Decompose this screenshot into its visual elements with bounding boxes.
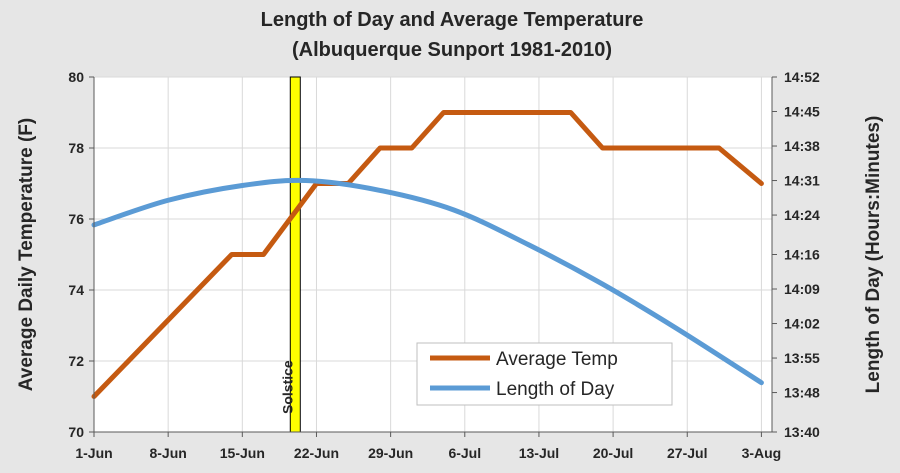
x-tick-label: 6-Jul xyxy=(448,445,481,461)
y-tick-label: 72 xyxy=(68,353,84,369)
x-axis: 1-Jun 8-Jun 15-Jun 22-Jun 29-Jun 6-Jul 13-Jul 2… xyxy=(75,431,782,461)
y-tick-label: 78 xyxy=(68,140,84,156)
y2-tick-label: 14:16 xyxy=(784,247,820,263)
x-tick-label: 13-Jul xyxy=(519,445,559,461)
y-axis-right: 13:40 13:48 13:55 14:02 14:09 14:16 14:24 14:31… xyxy=(771,69,820,440)
y2-tick-label: 14:02 xyxy=(784,316,820,332)
x-tick-label: 27-Jul xyxy=(667,445,707,461)
x-tick-label: 15-Jun xyxy=(220,445,265,461)
y2-tick-label: 14:52 xyxy=(784,69,820,85)
x-tick-label: 20-Jul xyxy=(593,445,633,461)
y2-tick-label: 14:45 xyxy=(784,104,820,120)
y2-tick-label: 14:24 xyxy=(784,207,820,223)
series-layer xyxy=(91,110,764,399)
y2-tick-label: 13:40 xyxy=(784,424,820,440)
y-axis-left-title: Average Daily Temperature (F) xyxy=(16,118,37,391)
legend: Average Temp Length of Day xyxy=(416,342,673,406)
y2-tick-label: 13:48 xyxy=(784,385,820,401)
chart-title: Length of Day and Average Temperature xyxy=(261,9,644,31)
series-line-average-temp xyxy=(91,110,764,399)
y-tick-label: 80 xyxy=(68,69,84,85)
y-axis-right-title: Length of Day (Hours:Minutes) xyxy=(863,116,884,394)
y-tick-label: 76 xyxy=(68,211,84,227)
chart-subtitle: (Albuquerque Sunport 1981-2010) xyxy=(292,39,612,61)
y2-tick-label: 13:55 xyxy=(784,350,820,366)
series-line-length-of-day xyxy=(91,177,764,386)
x-tick-label: 29-Jun xyxy=(368,445,413,461)
y2-tick-label: 14:31 xyxy=(784,173,820,189)
legend-label-length-of-day: Length of Day xyxy=(496,379,615,400)
x-tick-label: 8-Jun xyxy=(149,445,186,461)
legend-label-average-temp: Average Temp xyxy=(496,349,618,370)
y2-tick-label: 14:09 xyxy=(784,281,820,297)
y-axis-left: 70 72 74 76 78 80 xyxy=(68,69,95,440)
x-tick-label: 3-Aug xyxy=(742,445,782,461)
x-tick-label: 1-Jun xyxy=(75,445,112,461)
x-tick-label: 22-Jun xyxy=(294,445,339,461)
y2-tick-label: 14:38 xyxy=(784,138,820,154)
legend-box xyxy=(416,342,673,406)
solstice-label: Solstice xyxy=(279,360,295,414)
y-tick-label: 70 xyxy=(68,424,84,440)
y-tick-label: 74 xyxy=(68,282,84,298)
